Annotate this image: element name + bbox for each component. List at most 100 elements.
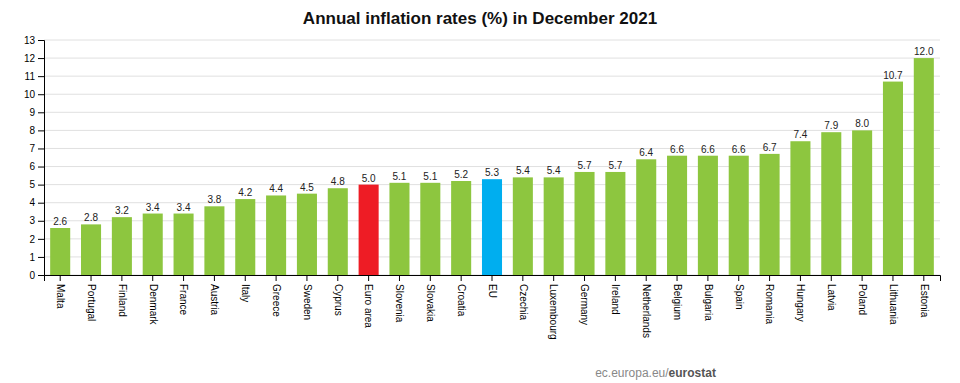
y-tick-label: 13 [24,35,36,46]
bar [389,183,409,275]
x-tick: Ireland [610,275,621,315]
x-tick-label: France [178,284,189,316]
x-tick-label: Spain [734,284,745,310]
bar [420,183,440,275]
x-tick-mark [461,275,462,281]
x-tick-mark [677,275,678,281]
bar [266,195,286,275]
y-tick: 7 [29,143,44,154]
bar [174,214,194,275]
chart: 2.62.83.23.43.43.84.24.44.54.85.05.15.15… [0,0,960,383]
x-tick-label: Netherlands [641,284,652,338]
x-tick: EU [487,275,498,298]
data-label: 2.6 [53,216,67,227]
data-label: 5.2 [454,169,468,180]
x-tick-label: Denmark [148,284,159,326]
data-label: 3.2 [115,205,129,216]
y-tick-label: 2 [29,234,35,245]
x-tick: Euro area [363,275,374,328]
y-tick-label: 12 [24,53,36,64]
bars [50,58,934,275]
bar [297,194,317,275]
y-tick: 4 [29,197,44,208]
x-tick-mark [522,275,523,281]
x-tick-label: Sweden [302,284,313,320]
bar [482,179,502,275]
x-tick: Malta [55,275,66,309]
data-label: 2.8 [84,212,98,223]
y-tick: 11 [25,71,44,82]
x-tick: Portugal [86,275,97,321]
x-tick-label: Slovakia [425,284,436,322]
y-tick-label: 7 [29,143,35,154]
data-label: 6.7 [763,142,777,153]
y-tick-mark [38,94,44,95]
bar [821,132,841,275]
x-tick: Italy [240,275,251,302]
x-tick-mark [337,275,338,281]
data-label: 5.7 [578,160,592,171]
grid-line [44,58,940,59]
x-tick: Sweden [302,275,313,320]
y-tick-label: 1 [29,252,35,263]
x-tick-label: EU [487,284,498,298]
y-tick-label: 10 [24,89,36,100]
annotation: ec.europa.eu/ [595,366,669,380]
bar [760,154,780,275]
x-tick-mark [892,275,893,281]
x-axis: Malta Portugal Finland Denmark France Austria… [45,275,941,340]
data-label: 8.0 [855,118,869,129]
y-tick-mark [38,40,44,41]
data-label: 10.7 [883,70,903,81]
bar [852,130,872,275]
x-tick-label: Austria [209,284,220,316]
data-label: 4.5 [300,182,314,193]
y-tick-mark [38,58,44,59]
data-label: 3.4 [146,202,160,213]
x-tick-mark [60,275,61,281]
data-label: 6.4 [639,147,653,158]
bar [359,185,379,275]
x-tick-mark [183,275,184,281]
x-tick: Bulgaria [703,275,714,321]
x-tick-mark [553,275,554,281]
x-tick: Denmark [148,275,159,326]
data-label: 3.8 [207,194,221,205]
x-tick-mark [245,275,246,281]
x-tick-label: Ireland [610,284,621,315]
y-tick-mark [38,239,44,240]
x-tick-label: Cyprus [333,284,344,316]
x-tick: Austria [209,275,220,316]
x-tick-mark [430,275,431,281]
x-tick: Czechia [518,275,529,321]
x-tick-label: Italy [240,284,251,302]
bar [235,199,255,275]
x-tick-label: Romania [764,284,775,324]
data-label: 5.4 [516,165,530,176]
x-tick: Latvia [826,275,837,311]
y-tick-mark [38,76,44,77]
bar [605,172,625,275]
y-tick: 1 [29,252,44,263]
bar [81,224,101,275]
data-label: 3.4 [177,202,191,213]
x-tick: Cyprus [333,275,344,316]
plot: 2.62.83.23.43.43.84.24.44.54.85.05.15.15… [24,35,941,340]
bar [883,82,903,275]
y-tick: 10 [24,89,44,100]
x-tick-mark [738,275,739,281]
x-tick-label: Portugal [86,284,97,321]
x-tick-label: Slovenia [394,284,405,323]
y-axis-line [38,41,45,276]
data-label: 5.7 [608,160,622,171]
y-tick-label: 5 [29,179,35,190]
data-label: 5.0 [362,173,376,184]
y-tick-label: 3 [29,215,35,226]
x-tick-label: Finland [117,284,128,317]
x-tick-mark [769,275,770,281]
x-tick-label: Luxembourg [548,284,559,340]
x-tick-mark [276,275,277,281]
y-tick-mark [38,167,44,168]
y-tick: 8 [29,125,44,136]
x-tick-mark [399,275,400,281]
